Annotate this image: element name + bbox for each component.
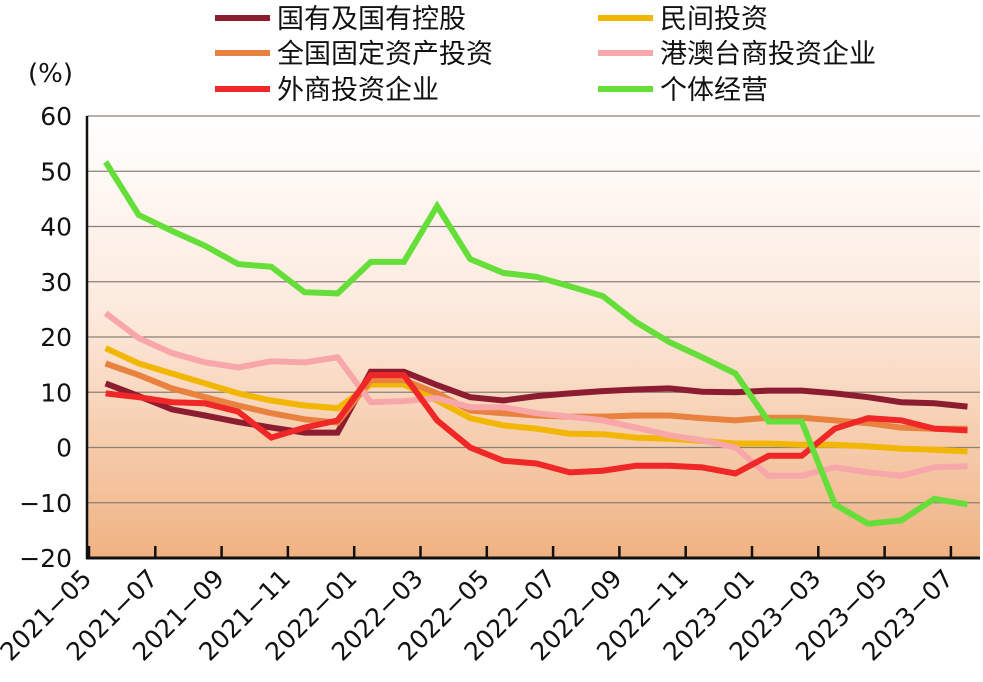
legend-label: 民间投资	[660, 4, 768, 35]
axes	[85, 116, 980, 560]
legend-item: 个体经营	[598, 75, 768, 106]
series-line-4	[105, 372, 968, 477]
y-tick-label: −20	[19, 544, 72, 573]
y-tick-label: 40	[40, 213, 72, 242]
y-tick-label: 0	[56, 434, 72, 463]
legend-item: 外商投资企业	[215, 75, 439, 106]
y-tick-label: 50	[40, 157, 72, 186]
y-tick-label: 20	[40, 323, 72, 352]
series-lines	[103, 160, 968, 527]
y-axis-label: (%)	[28, 59, 73, 89]
legend-label: 外商投资企业	[277, 75, 439, 106]
y-tick-label: −10	[19, 489, 72, 518]
legend-label: 港澳台商投资企业	[660, 39, 876, 70]
series-line-5	[103, 160, 968, 527]
legend-label: 个体经营	[660, 75, 768, 106]
y-tick-label: 30	[40, 268, 72, 297]
legend-item: 国有及国有控股	[215, 4, 466, 35]
y-tick-labels: 60 50 40 30 20 10 0 −10 −20	[19, 102, 72, 573]
legend-label: 全国固定资产投资	[277, 39, 493, 70]
legend-label: 国有及国有控股	[277, 4, 466, 35]
y-tick-label: 10	[40, 378, 72, 407]
y-tick-label: 60	[40, 102, 72, 131]
x-tick-labels: 2021−052021−072021−092021−112022−012022−…	[0, 564, 959, 667]
series-line-1	[104, 345, 968, 455]
legend-item: 港澳台商投资企业	[598, 39, 876, 70]
legend-item: 民间投资	[598, 4, 768, 35]
legend-item: 全国固定资产投资	[215, 39, 493, 70]
